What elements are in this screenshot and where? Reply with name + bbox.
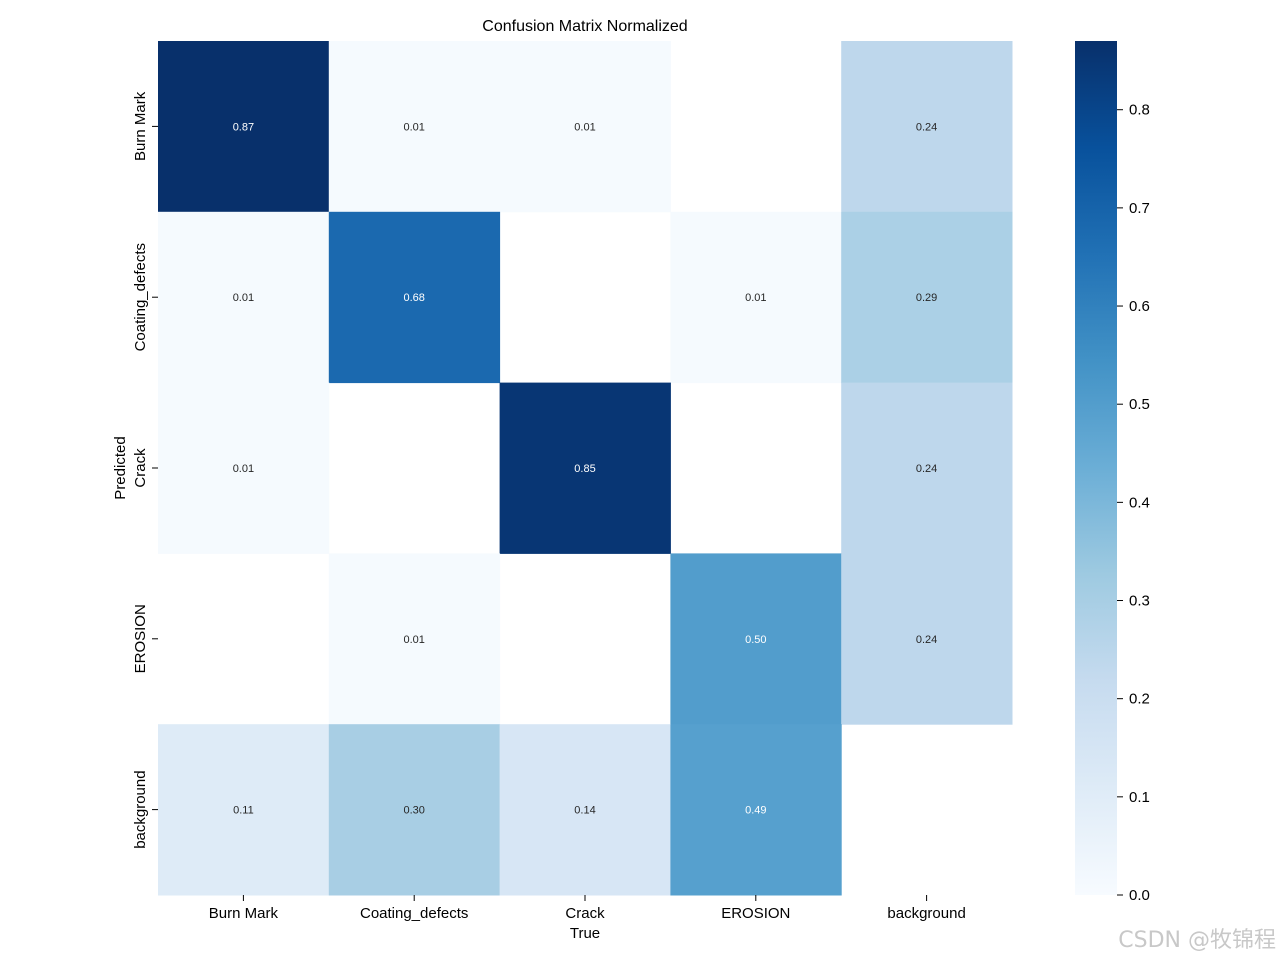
colorbar-tick-label: 0.2: [1129, 691, 1150, 708]
heatmap-cell: [158, 724, 330, 896]
cell-value-label: 0.30: [403, 805, 424, 817]
heatmap-cell: [328, 211, 501, 384]
y-tick-label: Crack: [132, 448, 149, 488]
heatmap-cell: [328, 553, 501, 725]
cell-value-label: 0.14: [574, 805, 595, 817]
cell-value-label: 0.11: [233, 805, 254, 817]
heatmap-cell: [158, 382, 330, 554]
colorbar-tick-label: 0.8: [1129, 102, 1150, 119]
cell-value-label: 0.01: [745, 292, 766, 304]
y-axis-label: Predicted: [112, 436, 129, 499]
heatmap-cell: [670, 553, 842, 725]
heatmap-cell: [841, 211, 1013, 384]
cell-value-label: 0.29: [916, 292, 937, 304]
x-tick-label: background: [887, 905, 965, 922]
heatmap-cell: [670, 724, 842, 896]
heatmap-cell: [499, 41, 671, 213]
watermark: CSDN @牧锦程: [1118, 928, 1276, 953]
cell-value-label: 0.87: [233, 121, 254, 133]
heatmap-cell: [499, 724, 671, 896]
colorbar-tick-label: 0.0: [1129, 887, 1150, 904]
x-tick-label: Coating_defects: [360, 905, 468, 922]
x-tick-label: Crack: [565, 905, 605, 922]
colorbar-tick-label: 0.5: [1129, 396, 1150, 413]
colorbar-tick-label: 0.3: [1129, 593, 1150, 610]
cell-value-label: 0.01: [233, 463, 254, 475]
cell-value-label: 0.50: [745, 634, 766, 646]
heatmap-cell: [158, 211, 330, 384]
colorbar-tick-label: 0.1: [1129, 789, 1150, 806]
cell-value-label: 0.01: [574, 121, 595, 133]
heatmap-cell: [841, 553, 1013, 725]
x-tick-label: EROSION: [721, 905, 790, 922]
colorbar-tick-label: 0.6: [1129, 298, 1150, 315]
cell-value-label: 0.49: [745, 805, 766, 817]
colorbar: [1075, 41, 1117, 895]
colorbar-axis: 0.0 0.1 0.2 0.3 0.4 0.5 0.6 0.7 0.8: [1117, 102, 1150, 904]
heatmap-cell: [670, 211, 842, 384]
x-tick-label: Burn Mark: [209, 905, 279, 922]
cell-value-label: 0.24: [916, 634, 937, 646]
y-tick-label: EROSION: [132, 604, 149, 673]
heatmap-cell: [328, 724, 501, 896]
heatmap-cell: [841, 41, 1013, 213]
colorbar-tick-label: 0.7: [1129, 200, 1150, 217]
cell-value-label: 0.68: [403, 292, 424, 304]
cell-value-label: 0.85: [574, 463, 595, 475]
x-axis-label: True: [570, 925, 600, 942]
y-tick-label: background: [132, 770, 149, 848]
x-axis: Burn Mark Coating_defects Crack EROSION back…: [209, 895, 966, 922]
heatmap-cell: [158, 41, 330, 213]
heatmap-cell: [841, 382, 1013, 554]
cell-value-label: 0.24: [916, 463, 937, 475]
y-tick-label: Coating_defects: [132, 243, 149, 351]
y-axis: Burn Mark Coating_defects Crack EROSION back…: [132, 91, 158, 849]
cell-value-label: 0.01: [233, 292, 254, 304]
cell-value-label: 0.24: [916, 121, 937, 133]
cell-value-label: 0.01: [403, 121, 424, 133]
heatmap-cells: 0.87 0.01 0.01 0.24 0.01 0.68 0.01 0.29 0.01 0.85…: [158, 41, 1013, 896]
colorbar-tick-label: 0.4: [1129, 494, 1150, 511]
y-tick-label: Burn Mark: [132, 91, 149, 161]
heatmap-cell: [328, 41, 501, 213]
cell-value-label: 0.01: [403, 634, 424, 646]
heatmap-cell: [499, 382, 671, 554]
chart-title: Confusion Matrix Normalized: [482, 18, 687, 35]
